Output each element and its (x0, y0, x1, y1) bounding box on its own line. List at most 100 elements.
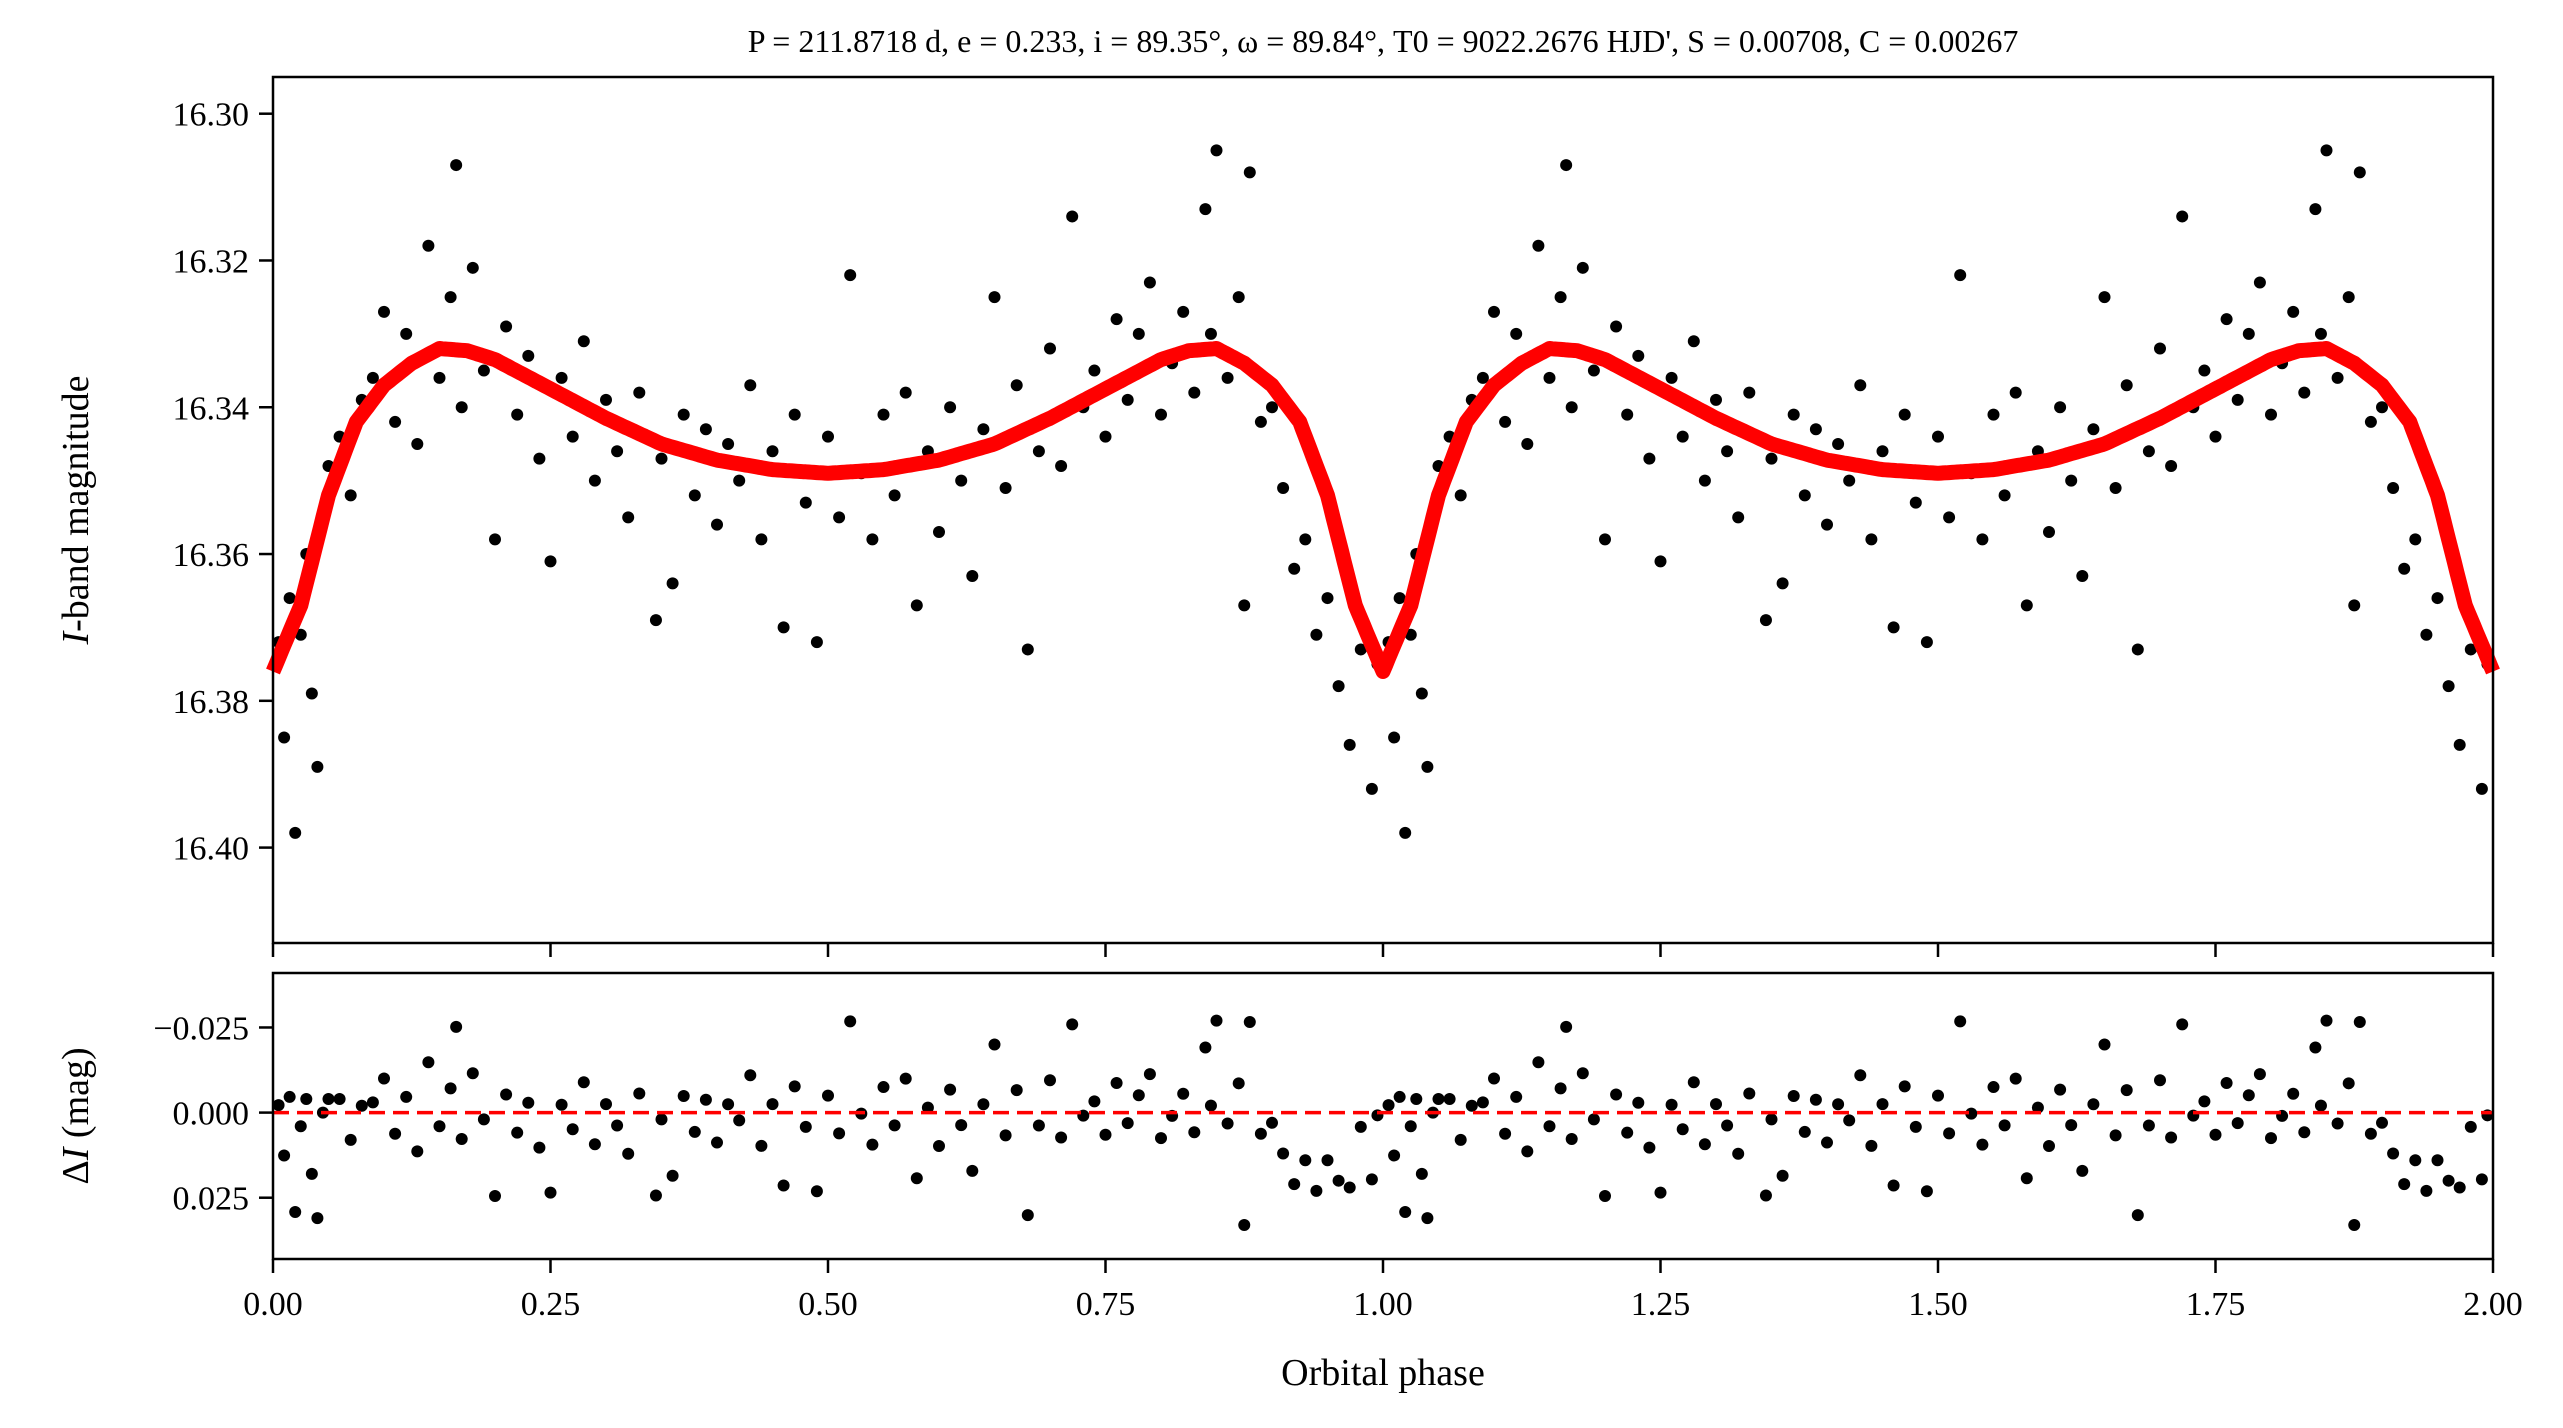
residual-point (1044, 1074, 1056, 1087)
data-point (1204, 327, 1217, 340)
residual-point (2009, 1072, 2022, 1085)
top-y-axis: 16.30 16.32 16.34 16.36 16.38 16.40 (173, 97, 273, 868)
residual-point (1510, 1090, 1523, 1103)
residual-point (344, 1133, 357, 1146)
data-point (833, 511, 846, 524)
x-tick-label: 2.00 (2463, 1286, 2523, 1323)
data-point (2120, 379, 2133, 392)
data-point (389, 415, 402, 428)
data-point (1055, 459, 1068, 472)
data-point (1610, 320, 1623, 333)
data-point (1476, 371, 1489, 384)
data-point (2409, 533, 2422, 546)
residual-point (655, 1113, 668, 1126)
data-point (1132, 327, 1145, 340)
residual-point (2109, 1129, 2122, 1142)
residual-point (1809, 1093, 1822, 1106)
data-point (1177, 305, 1190, 318)
residual-point (1310, 1184, 1323, 1197)
data-point (1676, 430, 1689, 443)
residual-point (1354, 1120, 1367, 1133)
data-point (1044, 342, 1056, 355)
residual-point (1010, 1084, 1023, 1097)
data-point (1299, 533, 1312, 546)
x-tick-label: 0.25 (521, 1286, 581, 1323)
data-point (1121, 393, 1134, 406)
data-point (1665, 371, 1678, 384)
data-point (866, 533, 879, 546)
residual-point (2142, 1119, 2155, 1132)
y-tick-label: 16.38 (173, 684, 250, 721)
data-point (966, 570, 979, 583)
data-point (1243, 166, 1256, 179)
residual-point (400, 1090, 413, 1103)
residual-point (722, 1098, 735, 1111)
residual-point (1832, 1098, 1845, 1111)
residual-point (2409, 1154, 2422, 1167)
residual-point (1343, 1181, 1356, 1194)
bottom-y-axis: −0.025 0.000 0.025 (153, 1010, 273, 1218)
data-point (1654, 555, 1667, 568)
model-curve (266, 341, 2500, 679)
data-point (766, 445, 779, 458)
data-point (2142, 445, 2155, 458)
data-point (1643, 452, 1656, 465)
residual-point (1787, 1089, 1800, 1102)
data-point (1021, 643, 1034, 656)
data-point (555, 371, 568, 384)
residual-point (2442, 1174, 2455, 1187)
residual-point (699, 1093, 712, 1106)
data-point (305, 687, 318, 700)
residual-point (2131, 1209, 2144, 1222)
data-point (2065, 474, 2078, 487)
residual-point (1238, 1218, 1251, 1231)
residual-point (1099, 1128, 1112, 1141)
residual-point (411, 1145, 424, 1158)
residual-point (1321, 1154, 1334, 1167)
data-point (433, 371, 446, 384)
data-point (577, 335, 590, 348)
data-point (444, 291, 457, 304)
residual-point (766, 1098, 779, 1111)
residual-point (1088, 1095, 1101, 1108)
data-point (477, 364, 490, 377)
data-point (2165, 459, 2178, 472)
residual-point (711, 1136, 723, 1149)
residual-point (1132, 1089, 1145, 1102)
residual-point (1632, 1096, 1645, 1109)
data-point (1421, 760, 1434, 773)
residual-point (1199, 1041, 1212, 1054)
data-point (2314, 327, 2327, 340)
light-curve-panel: 16.30 16.32 16.34 16.36 16.38 16.40 I-band ma… (55, 75, 2500, 957)
residual-point (988, 1038, 1001, 1051)
residual-point (1954, 1015, 1967, 1028)
x-tick-label: 1.25 (1631, 1286, 1691, 1323)
data-point (500, 320, 513, 333)
data-point (933, 526, 945, 539)
residual-point (2387, 1147, 2400, 1160)
x-tick-label: 0.50 (798, 1286, 858, 1323)
bottom-y-label: ΔI (mag) (55, 1047, 97, 1184)
y-tick-label: 0.000 (173, 1096, 250, 1133)
data-point (1621, 408, 1634, 421)
residual-point (2431, 1154, 2444, 1167)
data-point (1332, 680, 1345, 693)
residual-point (899, 1072, 912, 1085)
data-point (1576, 261, 1589, 274)
residual-point (2154, 1074, 2166, 1087)
data-point (2154, 342, 2166, 355)
residual-point (833, 1127, 846, 1140)
residual-point (1521, 1145, 1534, 1158)
residual-point (1143, 1068, 1156, 1081)
data-point (2220, 313, 2233, 326)
residual-point (477, 1113, 490, 1126)
data-point (1310, 628, 1323, 641)
residual-point (810, 1185, 823, 1198)
residual-point (1388, 1149, 1401, 1162)
residual-point (544, 1186, 557, 1199)
residual-point (2453, 1181, 2466, 1194)
residual-point (921, 1101, 934, 1114)
data-point (1920, 636, 1933, 649)
residual-point (2342, 1077, 2355, 1090)
residual-point (1759, 1189, 1772, 1202)
